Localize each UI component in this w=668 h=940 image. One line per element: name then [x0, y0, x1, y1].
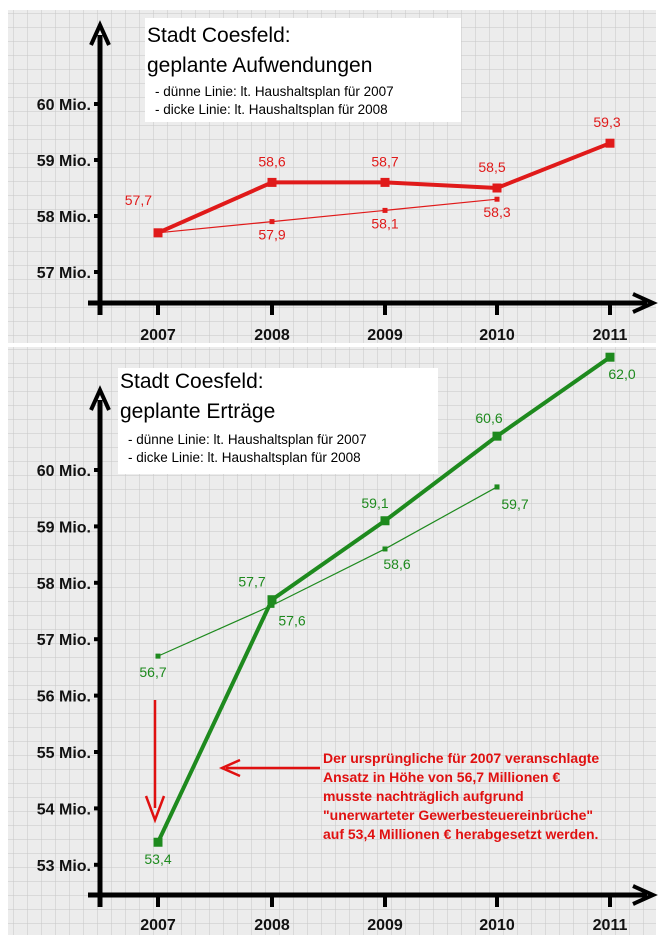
- y-tick-label: 57 Mio.: [37, 265, 91, 282]
- data-label: 53,4: [144, 851, 171, 867]
- x-tick-label: 2009: [367, 917, 403, 934]
- x-tick-label: 2010: [479, 327, 515, 344]
- legend-entry: - dicke Linie: lt. Haushaltsplan für 200…: [155, 102, 388, 117]
- chart-title: Stadt Coesfeld:: [147, 24, 291, 47]
- y-tick-label: 59 Mio.: [37, 153, 91, 170]
- legend-entry: - dünne Linie: lt. Haushaltsplan für 200…: [155, 84, 394, 99]
- x-tick-label: 2011: [593, 327, 628, 344]
- x-axis-arrow: [632, 292, 658, 314]
- data-label: 58,6: [258, 153, 285, 169]
- chart-subtitle: geplante Erträge: [120, 400, 275, 423]
- data-label: 57,9: [258, 227, 285, 243]
- data-label: 60,6: [475, 410, 502, 426]
- y-tick-label: 58 Mio.: [37, 209, 91, 226]
- y-tick-label: 56 Mio.: [37, 689, 91, 706]
- data-point: [382, 207, 388, 213]
- chart-panel-2: 53 Mio. 54 Mio. 55 Mio. 56 Mio. 57 Mio. 58 Mi…: [8, 347, 658, 935]
- data-label: 58,1: [371, 215, 398, 231]
- y-tick-label: 60 Mio.: [37, 463, 91, 480]
- data-label: 58,3: [483, 204, 510, 220]
- y-axis-arrow: [89, 385, 111, 411]
- y-tick-label: 54 Mio.: [37, 801, 91, 818]
- data-point: [269, 219, 275, 225]
- data-point: [267, 177, 277, 187]
- data-label: 59,7: [501, 496, 528, 512]
- legend-entry: - dünne Linie: lt. Haushaltsplan für 200…: [128, 432, 367, 447]
- data-point: [382, 546, 388, 552]
- data-label: 59,3: [593, 114, 620, 130]
- y-tick-label: 53 Mio.: [37, 858, 91, 875]
- x-tick-label: 2007: [140, 917, 176, 934]
- x-tick-label: 2009: [367, 327, 403, 344]
- data-point: [380, 516, 390, 526]
- chart-subtitle: geplante Aufwendungen: [147, 54, 372, 77]
- data-label: 58,5: [478, 159, 505, 175]
- annotation-line: auf 53,4 Millionen € herabgesetzt werden…: [323, 826, 598, 842]
- data-label: 58,6: [383, 556, 410, 572]
- chart-title: Stadt Coesfeld:: [120, 370, 264, 393]
- y-axis-arrow: [89, 20, 111, 46]
- data-point: [153, 837, 163, 847]
- data-point: [494, 484, 500, 490]
- data-point: [494, 196, 500, 202]
- annotation-line: Ansatz in Höhe von 56,7 Millionen €: [323, 769, 560, 785]
- chart-panel-1: 57 Mio. 58 Mio. 59 Mio. 60 Mio. 2007 2008 2009…: [8, 10, 658, 344]
- y-tick-label: 58 Mio.: [37, 576, 91, 593]
- series-line-thin: [157, 486, 498, 657]
- data-point: [155, 653, 161, 659]
- data-label: 57,7: [238, 574, 265, 590]
- data-point: [492, 431, 502, 441]
- data-point: [267, 595, 277, 605]
- data-point: [492, 183, 502, 193]
- y-tick-label: 59 Mio.: [37, 519, 91, 536]
- annotation-line: Der ursprüngliche für 2007 veranschlagte: [323, 750, 599, 766]
- title-box: [118, 368, 438, 474]
- x-tick-label: 2008: [254, 917, 290, 934]
- x-axis-arrow: [632, 884, 658, 906]
- data-label: 57,7: [125, 192, 152, 208]
- y-tick-label: 57 Mio.: [37, 632, 91, 649]
- data-label: 59,1: [361, 495, 388, 511]
- series-line-thin: [157, 198, 498, 234]
- legend-entry: - dicke Linie: lt. Haushaltsplan für 200…: [128, 450, 361, 465]
- data-point: [605, 138, 615, 148]
- data-point: [269, 602, 275, 608]
- data-label: 58,7: [371, 153, 398, 169]
- y-tick-label: 55 Mio.: [37, 745, 91, 762]
- data-label: 62,0: [608, 366, 635, 382]
- x-tick-label: 2010: [479, 917, 515, 934]
- y-tick-label: 60 Mio.: [37, 97, 91, 114]
- data-point: [605, 352, 615, 362]
- data-point: [380, 177, 390, 187]
- x-tick-label: 2007: [140, 327, 176, 344]
- data-label: 57,6: [278, 612, 305, 628]
- data-point: [153, 228, 163, 238]
- x-tick-label: 2008: [254, 327, 290, 344]
- annotation-line: musste nachträglich aufgrund: [323, 788, 524, 804]
- title-box: [145, 18, 461, 122]
- down-arrow-head: [144, 795, 166, 824]
- annotation-line: "unerwarteter Gewerbesteuereinbrüche": [323, 807, 593, 823]
- left-arrow-head: [218, 758, 241, 778]
- data-label: 56,7: [139, 664, 166, 680]
- x-tick-label: 2011: [593, 917, 628, 934]
